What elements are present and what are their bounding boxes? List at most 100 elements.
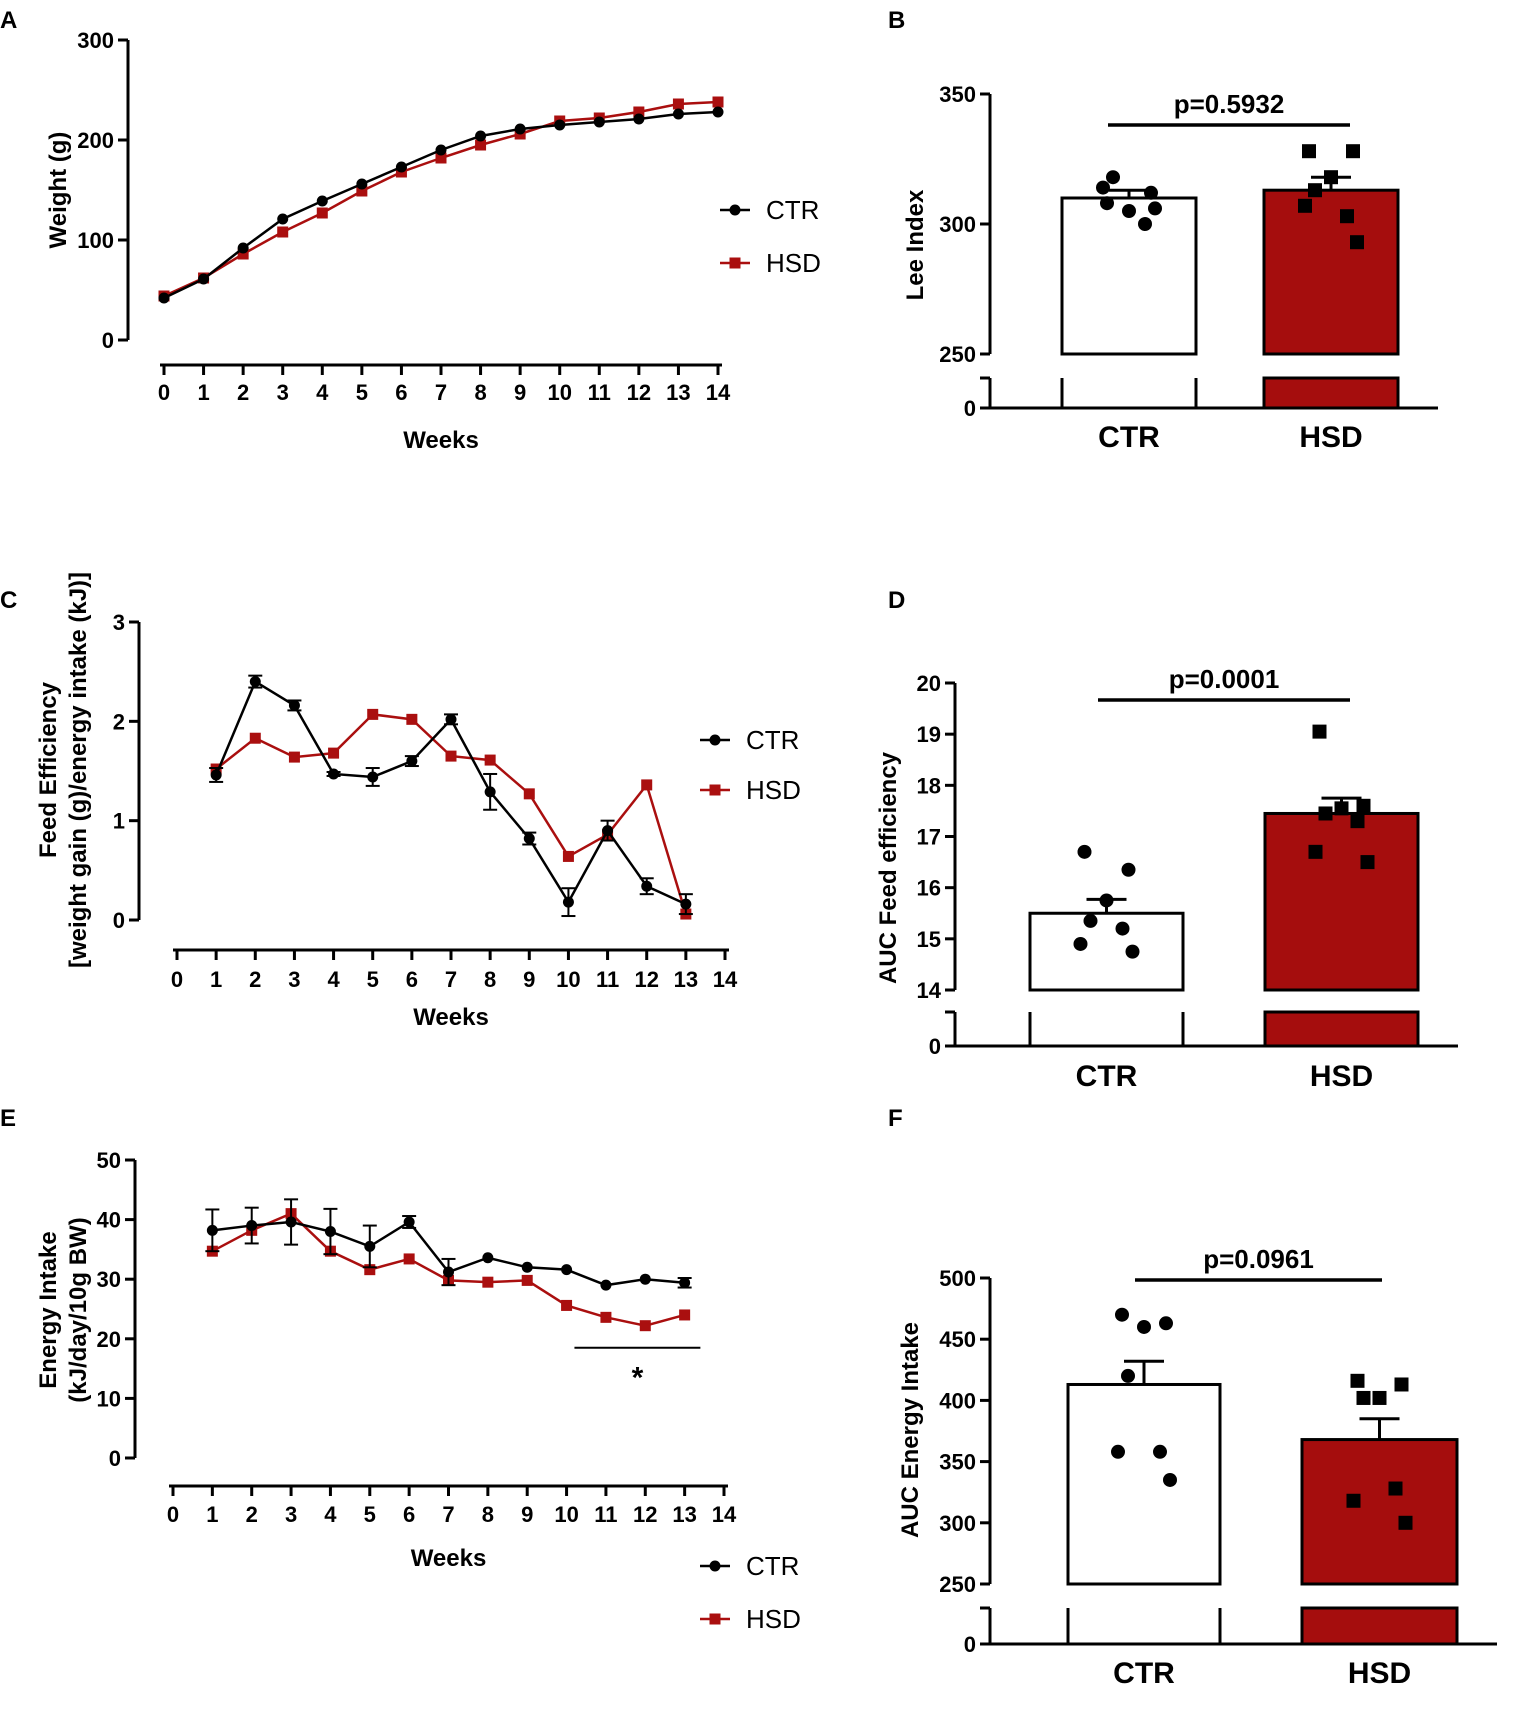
data-point-ctr [435,144,447,156]
x-tick-label: 4 [327,967,340,992]
series-hsd [158,96,724,302]
data-point-ctr [406,755,418,767]
panel-b: B 250 300 350 0 Lee Index CTR HSD p=0.5932 [888,7,1438,454]
data-point-ctr [1122,204,1136,218]
y-tick-label: 100 [77,228,114,253]
bar-upper-hsd [1263,811,1420,992]
y-tick-label: 17 [917,825,941,850]
data-point-hsd [1356,798,1371,813]
x-tick-label: 11 [588,380,611,405]
legend: CTR HSD [700,725,801,805]
x-tick-label: 7 [435,380,447,405]
panel-letter-d: D [888,587,905,614]
legend-marker-ctr [709,734,721,746]
data-point-hsd [1360,855,1375,870]
x-tick-label: 5 [367,967,379,992]
x-tick-label: 11 [594,1502,617,1527]
bar-lower-hsd [1263,1010,1420,1048]
data-point-ctr [1144,185,1158,200]
data-point-hsd [1346,144,1360,159]
data-point-ctr [475,130,487,142]
data-point-hsd [1372,1390,1387,1405]
panel-letter-f: F [888,1105,903,1132]
x-tick-label: 3 [277,380,289,405]
data-point-ctr [679,1277,691,1289]
data-point-ctr [1073,936,1088,951]
data-point-ctr [198,273,210,285]
series-ctr [158,106,724,304]
data-point-hsd [237,248,249,260]
x-tick-label: 2 [237,380,249,405]
y-axis-label: AUC Energy Intake [897,1322,924,1538]
x-tick-label: 0 [158,380,170,405]
data-point-hsd [1350,235,1364,250]
x-axis-label: Weeks [411,1545,487,1572]
y-tick-label-zero: 0 [929,1034,941,1059]
data-point-ctr [1159,1316,1173,1331]
data-point-ctr [1115,921,1130,936]
x-tick-label: 14 [713,967,738,992]
y-tick-label: 200 [77,128,114,153]
category-label-ctr: CTR [1113,1657,1175,1690]
significance-star: * [632,1362,644,1395]
bar-hsd [1300,1373,1459,1646]
data-point-ctr [328,768,340,780]
data-point-hsd [1394,1377,1409,1392]
bar-hsd [1263,724,1420,1048]
x-tick-label: 13 [674,967,698,992]
panel-d: D 14 15 16 17 18 19 20 0 AUC Feed efficiency CTR HS… [875,587,1458,1093]
y-tick-label: 0 [113,908,125,933]
data-point-ctr [356,178,368,190]
pvalue-label: p=0.0001 [1169,664,1280,694]
legend-marker-ctr [709,1560,721,1572]
data-point-hsd [672,98,684,110]
y-tick-label: 16 [917,876,941,901]
data-point-hsd [523,788,535,800]
data-point-ctr [1137,1319,1151,1334]
category-label-ctr: CTR [1076,1060,1138,1093]
y-tick-label: 350 [939,1450,976,1475]
legend: CTR HSD [700,1551,801,1634]
legend-label-hsd: HSD [746,775,801,805]
data-point-ctr [1163,1472,1177,1487]
bar-lower-hsd [1300,1606,1459,1646]
data-point-ctr [554,119,566,131]
y-tick-label: 19 [917,722,941,747]
y-tick-label: 30 [97,1267,121,1292]
data-point-ctr [639,1273,651,1285]
data-point-ctr [316,195,328,207]
bar-lower-hsd [1262,376,1400,410]
x-tick-label: 1 [197,380,209,405]
y-tick-label: 20 [97,1327,121,1352]
legend-marker-hsd [709,784,721,796]
x-tick-label: 12 [627,380,651,405]
data-point-ctr [237,242,249,254]
data-point-ctr [1125,944,1140,959]
y-tick-label: 450 [939,1327,976,1352]
data-point-ctr [712,106,724,118]
data-point-ctr [1096,180,1110,195]
x-tick-label: 11 [596,967,619,992]
data-point-hsd [1318,806,1333,821]
y-axis-label: AUC Feed efficiency [875,751,902,984]
y-tick-label: 400 [939,1388,976,1413]
data-point-ctr [680,898,692,910]
bar-upper-hsd [1262,188,1400,356]
x-tick-label: 1 [206,1502,218,1527]
data-point-ctr [445,713,457,725]
data-point-ctr [364,1240,376,1252]
series-hsd [210,708,692,920]
data-point-hsd [356,185,368,197]
data-point-hsd [364,1264,376,1276]
bar-ctr [1066,1307,1222,1644]
x-tick-label: 14 [706,380,731,405]
panel-f: F 250 300 350 400 450 500 0 AUC Energy Intake CTR… [888,1105,1497,1690]
data-point-hsd [1334,801,1349,816]
data-point-ctr [600,1279,612,1291]
data-point-ctr [1121,862,1136,877]
x-tick-label: 5 [364,1502,376,1527]
x-tick-label: 6 [406,967,418,992]
legend-label-hsd: HSD [746,1604,801,1634]
x-tick-label: 4 [324,1502,337,1527]
